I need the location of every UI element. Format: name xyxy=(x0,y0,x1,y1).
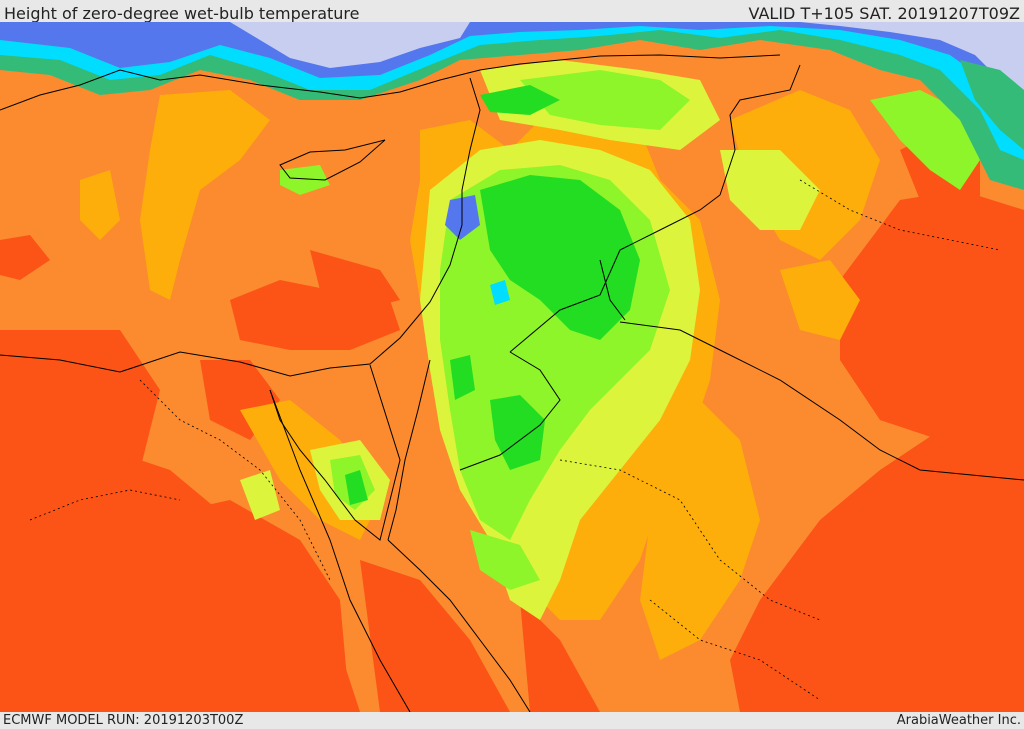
credit-label: ArabiaWeather Inc. xyxy=(896,713,1021,728)
coastline-borders xyxy=(0,54,1024,712)
internal-borders xyxy=(29,179,1001,701)
header-bar: Height of zero-degree wet-bulb temperatu… xyxy=(0,0,1024,23)
valid-time-label: VALID T+105 SAT. 20191207T09Z xyxy=(748,4,1020,23)
field-red-orange xyxy=(0,130,1024,712)
footer-bar: ECMWF MODEL RUN: 20191203T00Z ArabiaWeat… xyxy=(0,712,1024,729)
field-green xyxy=(345,85,640,505)
field-north-band xyxy=(0,22,1024,305)
map-canvas xyxy=(0,22,1024,712)
map-title: Height of zero-degree wet-bulb temperatu… xyxy=(4,4,360,23)
map-svg xyxy=(0,22,1024,712)
model-run-label: ECMWF MODEL RUN: 20191203T00Z xyxy=(3,713,244,728)
